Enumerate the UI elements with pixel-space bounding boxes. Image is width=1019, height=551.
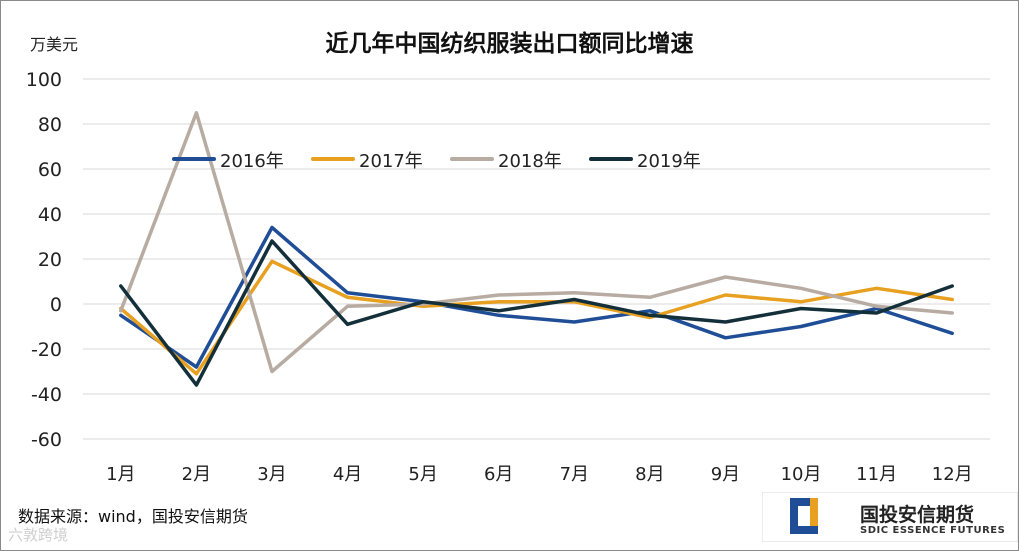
brand-name-en: SDIC ESSENCE FUTURES [860, 525, 1006, 536]
brand-logo [762, 492, 1018, 542]
gridlines [83, 78, 990, 440]
x-tick-label: 11月 [856, 464, 897, 485]
series-line-2019年 [119, 239, 954, 387]
y-tick-label: -20 [31, 339, 62, 361]
y-tick-label: 0 [50, 294, 62, 316]
x-tick-label: 6月 [484, 464, 513, 485]
legend-label: 2017年 [359, 151, 423, 172]
legend-swatch [311, 157, 355, 161]
legend-swatch [589, 157, 633, 161]
x-tick-label: 5月 [408, 464, 437, 485]
legend-label: 2018年 [498, 151, 562, 172]
y-axis-unit-label: 万美元 [30, 35, 79, 54]
series-line-2018年 [119, 111, 954, 374]
y-tick-label: 60 [38, 159, 62, 181]
legend-label: 2016年 [220, 151, 284, 172]
y-tick-labels: -60 -40 -20 0 20 40 60 80 100 [26, 69, 62, 451]
y-tick-label: -60 [31, 429, 62, 451]
data-source-note: 数据来源：wind，国投安信期货 [18, 507, 248, 526]
y-tick-label: 20 [38, 249, 62, 271]
x-tick-label: 12月 [932, 464, 973, 485]
x-tick-label: 3月 [257, 464, 286, 485]
y-tick-label: 80 [38, 114, 62, 136]
y-tick-label: -40 [31, 384, 62, 406]
x-tick-label: 7月 [560, 464, 589, 485]
x-tick-label: 1月 [106, 464, 135, 485]
series-line-2016年 [119, 225, 954, 369]
brand-logo-icon [790, 498, 818, 534]
x-tick-label: 4月 [333, 464, 362, 485]
legend-swatch [450, 157, 494, 161]
series-lines [119, 111, 954, 387]
watermark: 六敦跨境 [8, 526, 69, 544]
brand-name-cn: 国投安信期货 [860, 504, 975, 526]
x-tick-label: 8月 [635, 464, 664, 485]
x-tick-label: 10月 [781, 464, 822, 485]
x-tick-label: 9月 [711, 464, 740, 485]
x-tick-labels: 1月 2月 3月 4月 5月 6月 7月 8月 9月 10月 11月 12月 [106, 464, 973, 485]
legend-swatch [172, 157, 216, 161]
y-tick-label: 100 [26, 69, 62, 91]
x-tick-label: 2月 [182, 464, 211, 485]
y-tick-label: 40 [38, 204, 62, 226]
chart-title: 近几年中国纺织服装出口额同比增速 [325, 31, 694, 57]
series-line-2017年 [119, 259, 954, 376]
legend-label: 2019年 [637, 151, 701, 172]
